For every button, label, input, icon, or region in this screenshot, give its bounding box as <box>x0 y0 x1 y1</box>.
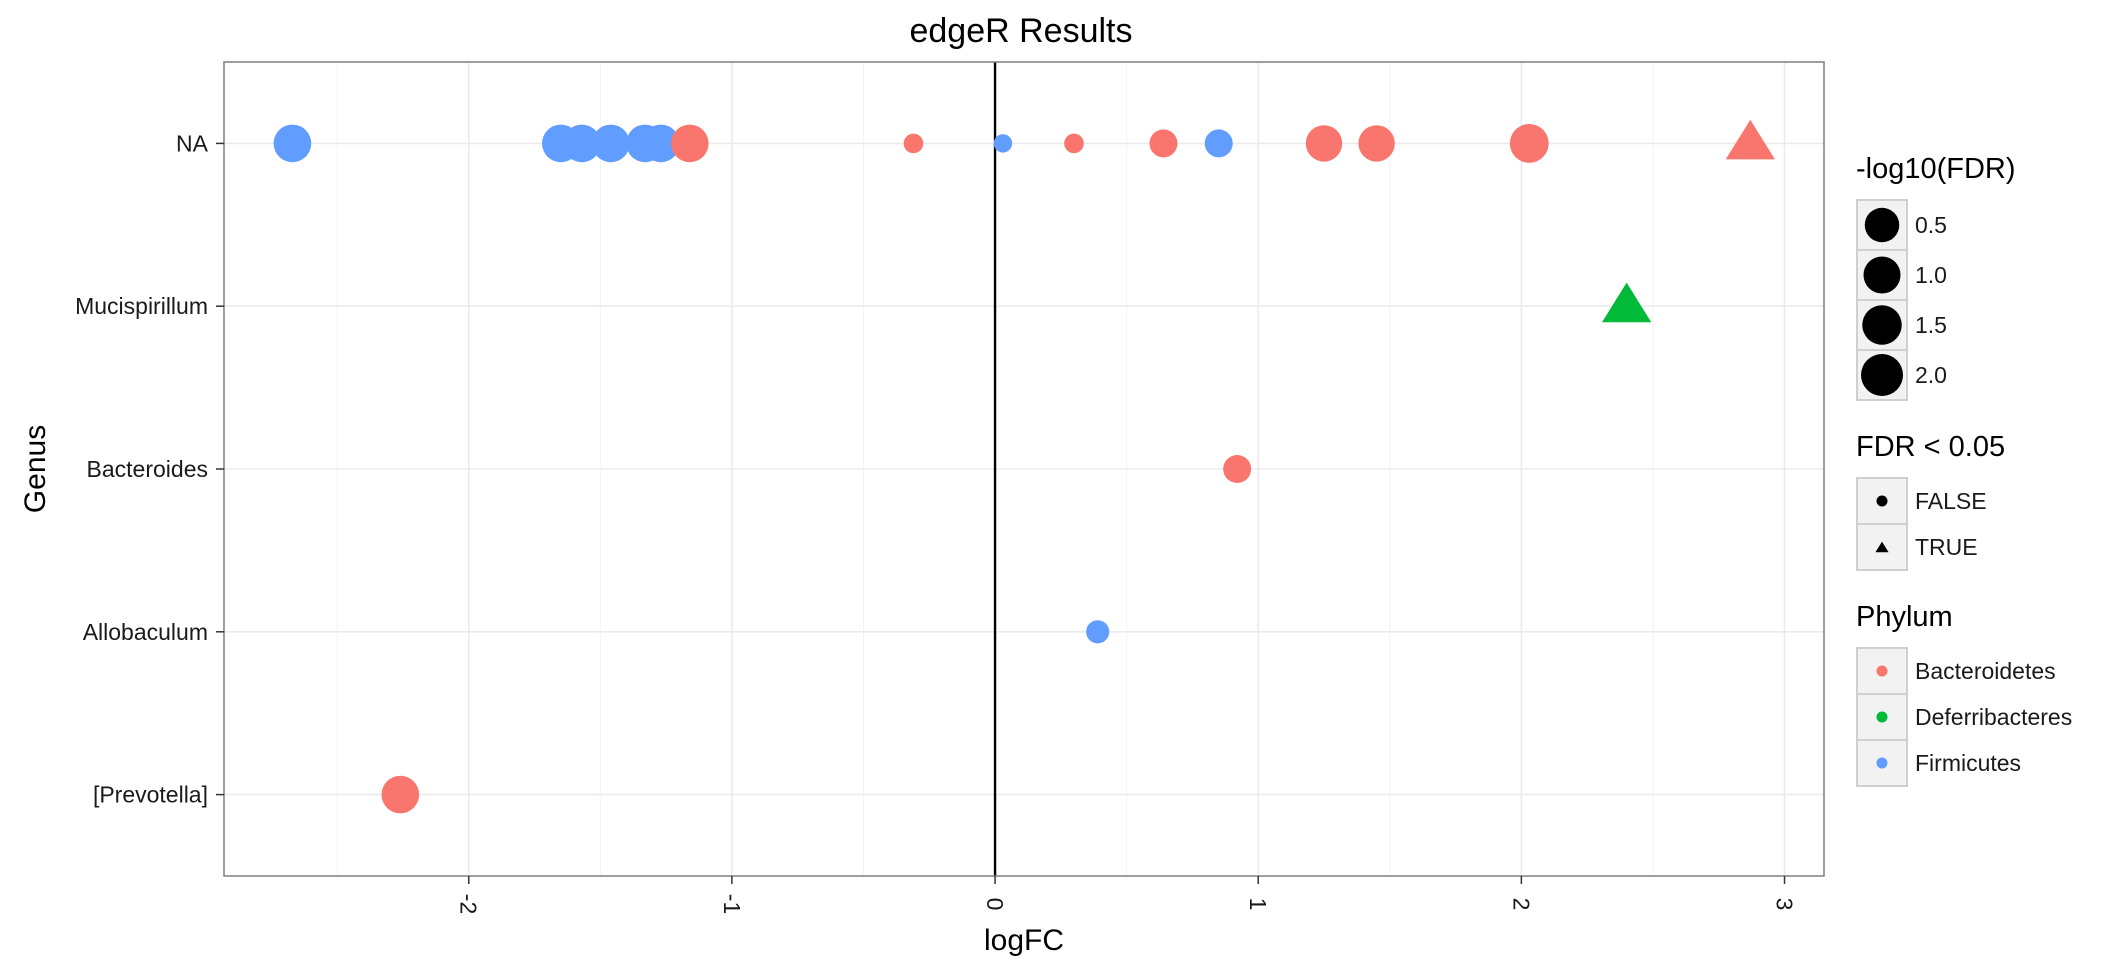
x-tick-label: 3 <box>1772 898 1798 911</box>
data-points <box>273 119 1775 814</box>
data-point <box>903 133 924 154</box>
legend-key <box>1856 523 1908 571</box>
data-point <box>563 124 601 163</box>
legend-label: TRUE <box>1915 534 1978 560</box>
data-point <box>642 124 680 163</box>
legend-label: 0.5 <box>1915 212 1947 238</box>
y-axis: NA Mucispirillum Bacteroides Allobaculum [Pr… <box>75 130 224 808</box>
legend-shape-marker <box>1876 495 1888 507</box>
data-point-triangle <box>1601 282 1652 323</box>
y-axis-title: Genus <box>19 425 52 513</box>
legend-label: Deferribacteres <box>1915 704 2072 730</box>
legend-size-marker <box>1864 207 1900 243</box>
data-point <box>1305 125 1343 162</box>
data-point <box>993 134 1013 153</box>
legend-shape-marker <box>1875 541 1889 553</box>
x-tick-label: -1 <box>719 894 745 914</box>
data-point <box>381 775 420 814</box>
data-point <box>1358 125 1395 162</box>
y-tick-label: [Prevotella] <box>93 782 208 808</box>
legend-label: FALSE <box>1915 488 1987 514</box>
data-point <box>1223 455 1252 483</box>
data-point <box>1204 129 1233 158</box>
legend-title: -log10(FDR) <box>1856 153 2016 185</box>
legend-color-marker <box>1876 757 1888 769</box>
y-tick-label: Mucispirillum <box>75 293 208 319</box>
legend-label: Firmicutes <box>1915 750 2021 776</box>
chart-title: edgeR Results <box>909 12 1132 50</box>
legend-title: Phylum <box>1856 601 1953 633</box>
data-point <box>592 124 630 163</box>
y-tick-label: Bacteroides <box>87 456 208 482</box>
legend-label: 2.0 <box>1915 362 1947 388</box>
data-point <box>670 124 709 163</box>
y-tick-label: Allobaculum <box>83 619 208 645</box>
legend-size-marker <box>1861 354 1903 396</box>
legend-color-marker <box>1876 665 1888 677</box>
legend-size-marker <box>1862 305 1902 345</box>
legend-size-marker <box>1863 256 1901 294</box>
legend-label: Bacteroidetes <box>1915 658 2056 684</box>
legend-title: FDR < 0.05 <box>1856 431 2005 463</box>
data-point <box>1086 620 1110 644</box>
legend-label: 1.5 <box>1915 312 1947 338</box>
data-point <box>273 124 312 163</box>
data-point <box>1064 133 1084 154</box>
x-tick-label: -2 <box>456 894 482 914</box>
legend-key <box>1856 647 1908 695</box>
legend-label: 1.0 <box>1915 262 1947 288</box>
x-axis: -2 -1 0 1 2 3 <box>456 876 1798 914</box>
x-tick-label: 1 <box>1245 898 1271 911</box>
x-tick-label: 2 <box>1508 898 1534 911</box>
x-axis-title: logFC <box>984 924 1064 957</box>
data-point <box>1149 129 1178 158</box>
data-point <box>1509 123 1549 163</box>
x-tick-label: 0 <box>982 898 1008 911</box>
legend-color-marker <box>1876 711 1888 723</box>
data-point-triangle <box>1725 119 1775 160</box>
legends: -log10(FDR) 0.5 1.0 1.5 2.0 FDR < 0.05 FALSE TR… <box>1856 153 2072 787</box>
y-tick-label: NA <box>176 130 209 156</box>
